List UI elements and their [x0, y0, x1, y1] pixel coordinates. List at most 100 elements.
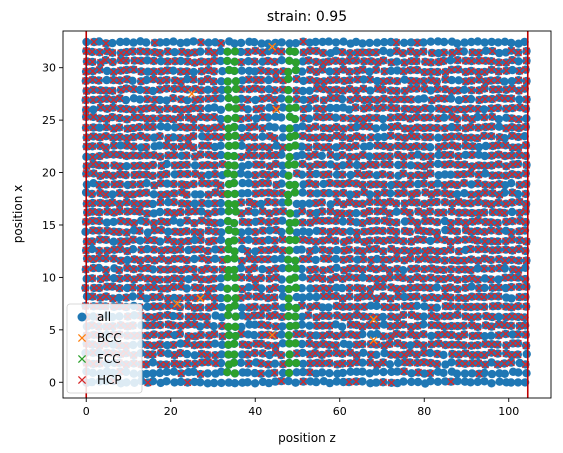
hcp-point — [176, 245, 185, 254]
hcp-point — [143, 133, 151, 142]
hcp-point — [340, 238, 348, 246]
fcc-point — [224, 141, 233, 150]
hcp-point — [514, 160, 522, 168]
scatter-point — [87, 244, 97, 254]
scatter-point — [176, 38, 185, 48]
hcp-point — [243, 95, 252, 104]
scatter-point — [128, 76, 137, 86]
scatter-point — [319, 179, 328, 189]
hcp-point — [264, 255, 272, 264]
hcp-point — [516, 103, 524, 112]
scatter-point — [236, 263, 246, 273]
hcp-point — [386, 76, 394, 85]
scatter-point — [164, 349, 173, 358]
scatter-point — [386, 48, 395, 57]
hcp-point — [210, 57, 218, 65]
hcp-point — [346, 153, 354, 161]
hcp-point — [123, 75, 131, 84]
scatter-point — [419, 320, 428, 329]
hcp-point — [352, 377, 360, 386]
hcp-point — [508, 246, 517, 255]
hcp-point — [319, 266, 327, 275]
hcp-point — [178, 48, 186, 56]
hcp-point — [461, 208, 469, 217]
scatter-point — [439, 368, 448, 378]
scatter-point — [135, 95, 145, 104]
hcp-point — [204, 358, 212, 366]
hcp-point — [426, 133, 435, 141]
hcp-point — [97, 58, 105, 67]
hcp-point — [130, 199, 138, 208]
hcp-point — [306, 170, 314, 179]
fcc-point — [291, 131, 300, 140]
scatter-point — [487, 369, 497, 379]
scatter-point — [264, 378, 274, 388]
hcp-point — [299, 105, 308, 113]
hcp-point — [345, 312, 354, 321]
hcp-point — [238, 257, 246, 265]
hcp-point — [413, 247, 422, 255]
scatter-point — [324, 188, 334, 198]
hcp-point — [419, 152, 428, 161]
scatter-point — [216, 293, 226, 303]
hcp-point — [271, 198, 279, 207]
scatter-point — [500, 188, 509, 197]
hcp-point — [366, 358, 374, 367]
hcp-point — [453, 161, 462, 169]
hcp-point — [311, 180, 320, 189]
scatter-point — [102, 218, 112, 227]
bcc-point — [369, 336, 378, 345]
hcp-point — [428, 96, 436, 104]
hcp-point — [196, 284, 205, 292]
hcp-point — [379, 378, 387, 386]
hcp-point — [324, 255, 333, 263]
hcp-point — [326, 86, 334, 94]
hcp-point — [441, 330, 449, 339]
hcp-point — [143, 209, 151, 218]
scatter-point — [155, 237, 165, 246]
hcp-point — [163, 218, 172, 226]
fcc-point — [284, 68, 293, 76]
hcp-point — [365, 48, 374, 57]
hcp-point — [502, 341, 511, 350]
hcp-point — [170, 161, 179, 170]
hcp-point — [184, 207, 193, 216]
hcp-point — [191, 207, 199, 216]
hcp-point — [412, 77, 421, 86]
hcp-point — [447, 377, 455, 386]
hcp-point — [169, 341, 178, 349]
hcp-point — [346, 348, 354, 357]
hcp-point — [406, 66, 415, 74]
hcp-point — [182, 181, 191, 189]
hcp-point — [400, 246, 409, 255]
hcp-point — [184, 141, 193, 150]
hcp-point — [218, 332, 227, 341]
scatter-point — [407, 377, 416, 387]
fcc-point — [223, 47, 232, 56]
scatter-point — [236, 47, 245, 57]
hcp-point — [313, 142, 321, 151]
hcp-point — [441, 198, 449, 206]
scatter-point — [324, 303, 333, 312]
hcp-point — [176, 134, 184, 142]
hcp-point — [455, 247, 463, 256]
scatter-point — [338, 217, 348, 226]
hcp-point — [507, 358, 515, 367]
scatter-point — [216, 198, 225, 208]
hcp-point — [211, 351, 219, 359]
scatter-point — [298, 122, 307, 131]
hcp-point — [366, 75, 374, 84]
hcp-point — [494, 141, 503, 149]
hcp-point — [508, 114, 516, 123]
fcc-point — [232, 84, 240, 93]
scatter-point — [237, 66, 246, 75]
hcp-point — [446, 105, 455, 114]
hcp-point — [157, 114, 165, 123]
hcp-point — [137, 77, 145, 86]
hcp-point — [244, 218, 253, 227]
hcp-point — [245, 274, 254, 282]
hcp-point — [333, 179, 341, 188]
hcp-point — [313, 273, 321, 282]
hcp-point — [103, 47, 111, 55]
fcc-point — [285, 104, 294, 113]
